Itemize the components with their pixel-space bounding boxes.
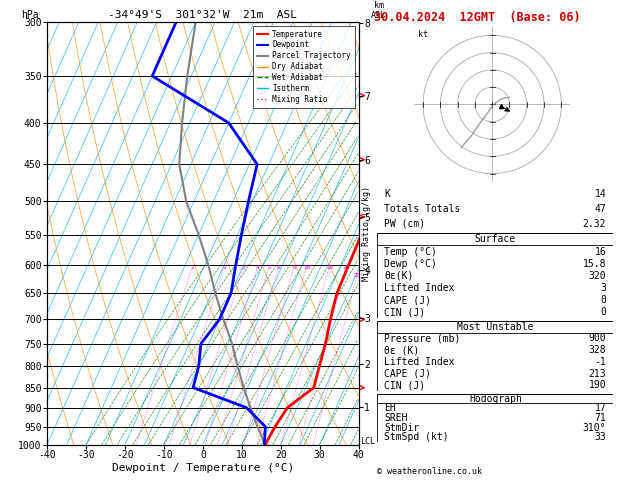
Text: Hodograph: Hodograph bbox=[469, 394, 522, 403]
Text: CAPE (J): CAPE (J) bbox=[384, 295, 431, 305]
Text: 71: 71 bbox=[594, 413, 606, 423]
Text: 16: 16 bbox=[594, 246, 606, 257]
Text: km
ASL: km ASL bbox=[371, 1, 386, 20]
Text: CIN (J): CIN (J) bbox=[384, 381, 426, 390]
Text: 10: 10 bbox=[303, 265, 310, 270]
Text: 17: 17 bbox=[594, 403, 606, 413]
Text: 900: 900 bbox=[589, 333, 606, 344]
Text: 15: 15 bbox=[326, 265, 333, 270]
Text: -1: -1 bbox=[594, 357, 606, 367]
Text: Lifted Index: Lifted Index bbox=[384, 357, 455, 367]
Text: EH: EH bbox=[384, 403, 396, 413]
Text: StmSpd (kt): StmSpd (kt) bbox=[384, 433, 449, 442]
Text: Dewp (°C): Dewp (°C) bbox=[384, 259, 437, 269]
Text: SREH: SREH bbox=[384, 413, 408, 423]
Text: Mixing Ratio (g/kg): Mixing Ratio (g/kg) bbox=[362, 186, 370, 281]
X-axis label: Dewpoint / Temperature (°C): Dewpoint / Temperature (°C) bbox=[112, 463, 294, 473]
Text: 4: 4 bbox=[256, 265, 260, 270]
Text: 20: 20 bbox=[343, 265, 350, 270]
Text: 2.32: 2.32 bbox=[582, 219, 606, 228]
Text: © weatheronline.co.uk: © weatheronline.co.uk bbox=[377, 467, 482, 476]
Text: 328: 328 bbox=[589, 345, 606, 355]
Text: 5: 5 bbox=[267, 265, 271, 270]
Text: 3: 3 bbox=[600, 283, 606, 293]
Text: LCL: LCL bbox=[360, 436, 375, 446]
Text: 0: 0 bbox=[600, 295, 606, 305]
Text: 14: 14 bbox=[594, 190, 606, 199]
Text: PW (cm): PW (cm) bbox=[384, 219, 426, 228]
Text: Pressure (mb): Pressure (mb) bbox=[384, 333, 461, 344]
Text: 310°: 310° bbox=[582, 423, 606, 433]
Text: 1: 1 bbox=[191, 265, 194, 270]
Text: 320: 320 bbox=[589, 271, 606, 281]
Text: 30.04.2024  12GMT  (Base: 06): 30.04.2024 12GMT (Base: 06) bbox=[374, 11, 581, 24]
Text: 47: 47 bbox=[594, 204, 606, 214]
Text: Totals Totals: Totals Totals bbox=[384, 204, 461, 214]
Text: Temp (°C): Temp (°C) bbox=[384, 246, 437, 257]
Text: 25: 25 bbox=[354, 273, 362, 278]
Text: CIN (J): CIN (J) bbox=[384, 307, 426, 317]
Text: 8: 8 bbox=[292, 265, 296, 270]
Title: -34°49'S  301°32'W  21m  ASL: -34°49'S 301°32'W 21m ASL bbox=[108, 10, 298, 20]
Text: 2: 2 bbox=[222, 265, 226, 270]
Text: θε(K): θε(K) bbox=[384, 271, 414, 281]
Text: Lifted Index: Lifted Index bbox=[384, 283, 455, 293]
Text: 3: 3 bbox=[242, 265, 245, 270]
Text: θε (K): θε (K) bbox=[384, 345, 420, 355]
Legend: Temperature, Dewpoint, Parcel Trajectory, Dry Adiabat, Wet Adiabat, Isotherm, Mi: Temperature, Dewpoint, Parcel Trajectory… bbox=[253, 26, 355, 108]
Text: CAPE (J): CAPE (J) bbox=[384, 368, 431, 379]
Text: 213: 213 bbox=[589, 368, 606, 379]
Text: Surface: Surface bbox=[475, 234, 516, 244]
Text: Most Unstable: Most Unstable bbox=[457, 322, 533, 331]
Text: 33: 33 bbox=[594, 433, 606, 442]
Text: 190: 190 bbox=[589, 381, 606, 390]
Text: 0: 0 bbox=[600, 307, 606, 317]
Text: 6: 6 bbox=[277, 265, 281, 270]
Text: StmDir: StmDir bbox=[384, 423, 420, 433]
Text: kt: kt bbox=[418, 30, 428, 39]
Text: 15.8: 15.8 bbox=[582, 259, 606, 269]
Text: hPa: hPa bbox=[21, 10, 38, 20]
Text: K: K bbox=[384, 190, 391, 199]
